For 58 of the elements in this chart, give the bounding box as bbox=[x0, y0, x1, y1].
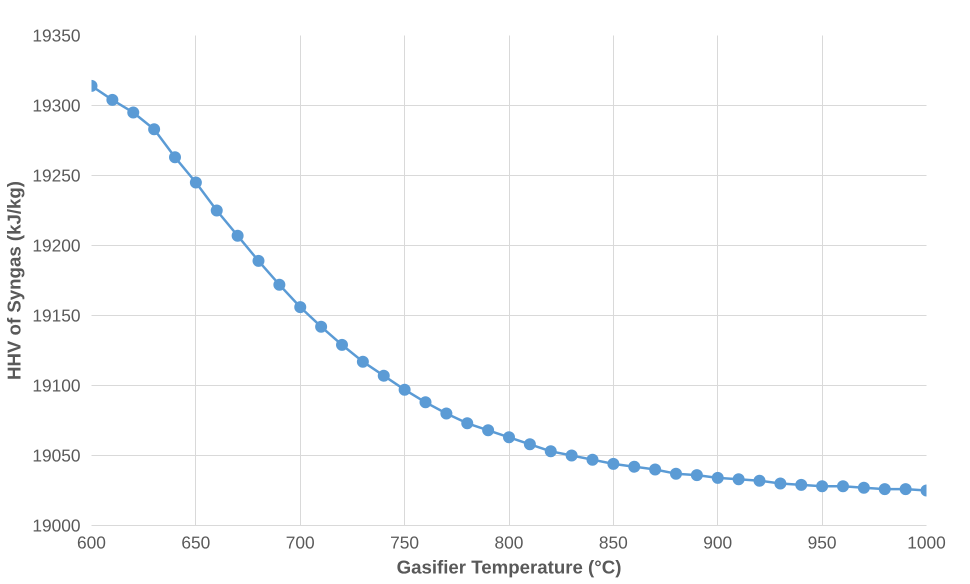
point bbox=[754, 474, 766, 487]
point bbox=[712, 472, 724, 484]
point bbox=[440, 408, 452, 420]
point bbox=[294, 301, 306, 314]
point bbox=[544, 445, 557, 458]
point bbox=[670, 468, 682, 480]
point bbox=[378, 370, 390, 382]
point bbox=[169, 151, 181, 164]
point bbox=[210, 204, 223, 216]
point bbox=[336, 338, 348, 351]
point bbox=[628, 460, 640, 473]
y-axis-title: HHV of Syngas (kJ/kg) bbox=[3, 180, 24, 380]
point bbox=[420, 396, 432, 408]
y-tick-label: 19000 bbox=[32, 516, 80, 536]
y-tick-label: 19100 bbox=[32, 376, 80, 396]
point bbox=[106, 94, 118, 106]
point bbox=[586, 454, 598, 466]
y-tick-label: 19350 bbox=[32, 26, 80, 46]
point bbox=[252, 254, 264, 267]
point bbox=[524, 438, 536, 450]
x-tick-label: 900 bbox=[703, 532, 732, 552]
point bbox=[649, 464, 662, 476]
x-tick-label: 950 bbox=[808, 532, 837, 552]
x-tick-label: 650 bbox=[181, 532, 210, 552]
y-tick-label: 19300 bbox=[32, 96, 80, 116]
point bbox=[482, 424, 494, 436]
x-tick-label: 800 bbox=[494, 532, 524, 552]
point bbox=[190, 176, 202, 188]
point bbox=[273, 278, 286, 291]
y-tick-label: 19050 bbox=[32, 446, 80, 466]
point bbox=[690, 469, 703, 482]
point bbox=[837, 480, 849, 492]
point bbox=[356, 356, 369, 368]
x-tick-label: 700 bbox=[286, 532, 315, 552]
x-axis-title: Gasifier Temperature (°C) bbox=[396, 556, 622, 578]
point bbox=[774, 478, 786, 490]
x-tick-label: 750 bbox=[390, 532, 420, 552]
point bbox=[795, 478, 808, 491]
y-tick-label: 19200 bbox=[32, 236, 80, 256]
point bbox=[503, 431, 515, 444]
point bbox=[232, 230, 244, 242]
point bbox=[878, 483, 891, 496]
x-tick-label: 850 bbox=[598, 532, 628, 552]
y-tick-label: 19150 bbox=[32, 306, 80, 326]
point bbox=[607, 458, 620, 470]
point bbox=[315, 320, 328, 333]
x-tick-label: 600 bbox=[77, 532, 106, 552]
point bbox=[127, 106, 140, 118]
point bbox=[816, 480, 828, 492]
point bbox=[148, 123, 160, 136]
point bbox=[732, 473, 745, 486]
point bbox=[461, 417, 474, 430]
point bbox=[900, 483, 912, 496]
y-tick-label: 19250 bbox=[32, 166, 80, 186]
point bbox=[858, 482, 870, 494]
point bbox=[398, 384, 411, 396]
x-tick-label: 1000 bbox=[907, 532, 946, 552]
point bbox=[566, 450, 578, 462]
